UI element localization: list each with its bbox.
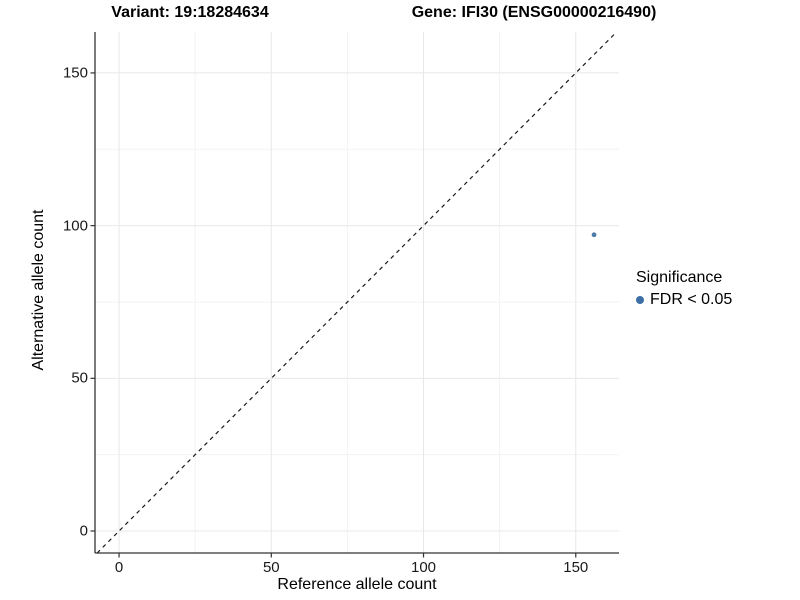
legend-item: FDR < 0.05 bbox=[636, 291, 732, 309]
y-axis-title: Alternative allele count bbox=[30, 209, 47, 371]
x-tick-label: 0 bbox=[114, 559, 124, 576]
x-axis-title: Reference allele count bbox=[277, 576, 437, 593]
legend-item-label: FDR < 0.05 bbox=[650, 291, 733, 308]
legend: Significance FDR < 0.05 bbox=[636, 269, 732, 309]
y-tick-label: 0 bbox=[79, 522, 88, 540]
plot-title-gene: Gene: IFI30 (ENSG00000216490) bbox=[411, 4, 657, 21]
x-tick-label: 50 bbox=[262, 559, 280, 576]
legend-items: FDR < 0.05 bbox=[636, 291, 732, 309]
y-tick-label: 100 bbox=[62, 217, 88, 235]
y-tick-label: 150 bbox=[62, 64, 88, 82]
identity-reference-line bbox=[96, 31, 617, 554]
x-tick-label: 150 bbox=[563, 559, 589, 576]
y-tick-label: 50 bbox=[71, 369, 88, 387]
plot-title-variant: Variant: 19:18284634 bbox=[111, 4, 269, 21]
legend-point-icon bbox=[636, 296, 644, 304]
legend-title: Significance bbox=[636, 269, 723, 286]
data-point bbox=[591, 232, 597, 238]
x-tick-label: 100 bbox=[411, 559, 437, 576]
